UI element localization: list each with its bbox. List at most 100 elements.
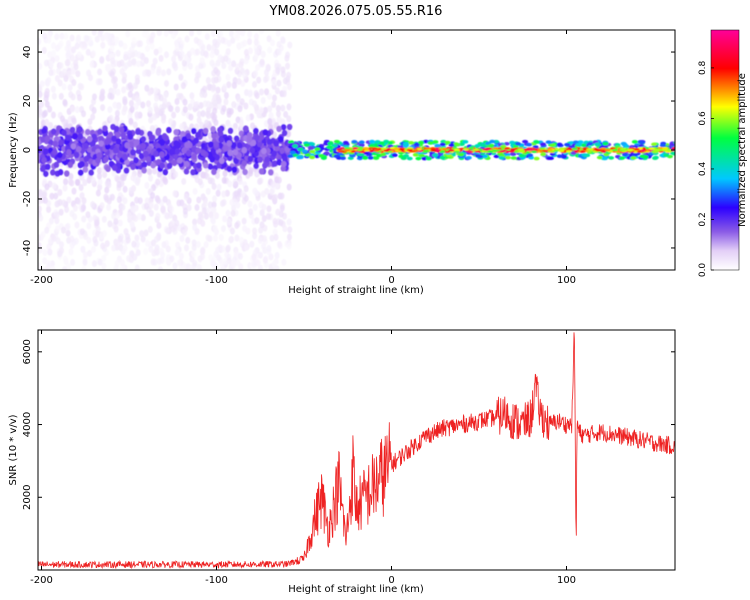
- spectrogram-cell: [96, 167, 102, 175]
- spectrogram-cell: [132, 82, 138, 90]
- spectrogram-cell: [356, 148, 363, 152]
- spectrogram-cell: [251, 100, 257, 108]
- spectrogram-cell: [141, 167, 147, 174]
- spectrogram-cell: [280, 66, 286, 74]
- spectrogram-cell: [60, 226, 66, 234]
- spectrogram-cell: [184, 160, 190, 168]
- spectrogram-cell: [264, 88, 270, 96]
- spectrogram-cell: [232, 149, 239, 156]
- spectrogram-cell: [150, 67, 156, 75]
- spectrogram-cell: [99, 57, 105, 65]
- spectrogram-cell: [276, 176, 282, 184]
- spectrogram-cell: [165, 245, 171, 253]
- spectrogram-cell: [51, 235, 57, 243]
- snr-plot-area: [38, 332, 675, 570]
- spectrogram-cell: [48, 61, 54, 69]
- spectrogram-cell: [43, 59, 49, 67]
- spectrogram-cell: [217, 126, 223, 134]
- spectrogram-cell: [254, 92, 260, 100]
- spectrogram-cell: [533, 140, 540, 144]
- spectrogram-x-tick-label: -200: [30, 275, 53, 286]
- spectrogram-cell: [237, 252, 243, 260]
- spectrogram-cell: [134, 111, 140, 119]
- spectrogram-cell: [138, 152, 145, 160]
- spectrogram-cell: [427, 141, 434, 145]
- spectrogram-cell: [242, 39, 248, 47]
- spectrogram-cell: [111, 135, 117, 142]
- spectrogram-cell: [70, 67, 76, 75]
- spectrogram-cell: [127, 133, 134, 140]
- spectrogram-cell: [98, 135, 105, 143]
- spectrogram-cell: [54, 75, 60, 83]
- spectrogram-cell: [275, 67, 281, 75]
- spectrogram-cell: [83, 155, 90, 163]
- spectrogram-cell: [49, 192, 55, 200]
- spectrogram-cell: [363, 149, 370, 152]
- spectrogram-cell: [600, 147, 607, 150]
- spectrogram-cell: [155, 68, 161, 76]
- spectrogram-cell: [41, 127, 47, 135]
- spectrogram-cell: [89, 60, 95, 68]
- spectrogram-cell: [239, 98, 245, 106]
- spectrogram-cell: [203, 212, 209, 220]
- spectrogram-cell: [651, 142, 658, 147]
- spectrogram-cell: [133, 102, 139, 110]
- spectrogram-cell: [59, 32, 65, 40]
- spectrogram-cell: [74, 106, 80, 114]
- spectrogram-cell: [233, 190, 239, 198]
- spectrogram-cell: [112, 101, 118, 109]
- spectrogram-cell: [194, 76, 200, 84]
- spectrogram-cell: [158, 54, 164, 62]
- spectrogram-cell: [144, 45, 150, 53]
- spectrogram-cell: [58, 62, 64, 70]
- spectrogram-cell: [198, 101, 204, 109]
- spectrogram-cell: [280, 160, 287, 168]
- spectrogram-cell: [575, 142, 582, 147]
- spectrogram-cell: [225, 48, 231, 56]
- spectrogram-cell: [259, 209, 265, 217]
- spectrogram-cell: [62, 99, 68, 107]
- spectrogram-cell: [96, 172, 102, 180]
- spectrogram-cell: [135, 176, 141, 184]
- spectrogram-cell: [227, 127, 234, 135]
- spectrogram-cell: [50, 265, 56, 270]
- spectrogram-cell: [193, 36, 199, 44]
- spectrogram-cell: [402, 142, 409, 146]
- spectrogram-cell: [661, 148, 668, 152]
- spectrogram-cell: [358, 140, 365, 145]
- spectrogram-x-tick-label: -100: [205, 275, 228, 286]
- spectrogram-cell: [202, 162, 209, 169]
- spectrogram-cell: [128, 187, 134, 195]
- spectrogram-cell: [59, 115, 65, 123]
- spectrogram-cell: [136, 51, 142, 59]
- spectrogram-cell: [253, 33, 259, 41]
- spectrogram-cell: [141, 30, 147, 38]
- spectrogram-cell: [195, 131, 201, 139]
- spectrogram-cell: [139, 230, 145, 238]
- spectrogram-cell: [210, 259, 216, 267]
- spectrogram-cell: [565, 148, 572, 151]
- spectrogram-cell: [111, 169, 117, 177]
- spectrogram-cell: [67, 84, 73, 92]
- spectrogram-cell: [119, 67, 125, 75]
- spectrogram-cell: [454, 150, 461, 153]
- spectrogram-cell: [218, 234, 224, 242]
- spectrogram-cell: [424, 147, 431, 150]
- spectrogram-cell: [251, 253, 257, 261]
- spectrogram-cell: [114, 36, 120, 44]
- spectrogram-cell: [41, 156, 47, 164]
- spectrogram-y-label: Frequency (Hz): [8, 112, 19, 188]
- spectrogram-cell: [134, 138, 140, 146]
- spectrogram-cell: [503, 141, 510, 146]
- spectrogram-cell: [586, 148, 593, 151]
- spectrogram-cell: [187, 103, 193, 111]
- spectrogram-cell: [38, 234, 41, 242]
- spectrogram-cell: [51, 49, 57, 57]
- spectrogram-cell: [175, 241, 181, 249]
- spectrogram-cell: [189, 47, 195, 55]
- spectrogram-cell: [558, 149, 565, 153]
- spectrogram-cell: [216, 97, 222, 105]
- spectrogram-cell: [81, 40, 87, 48]
- snr-frame: [37, 329, 676, 571]
- spectrogram-cell: [226, 81, 232, 89]
